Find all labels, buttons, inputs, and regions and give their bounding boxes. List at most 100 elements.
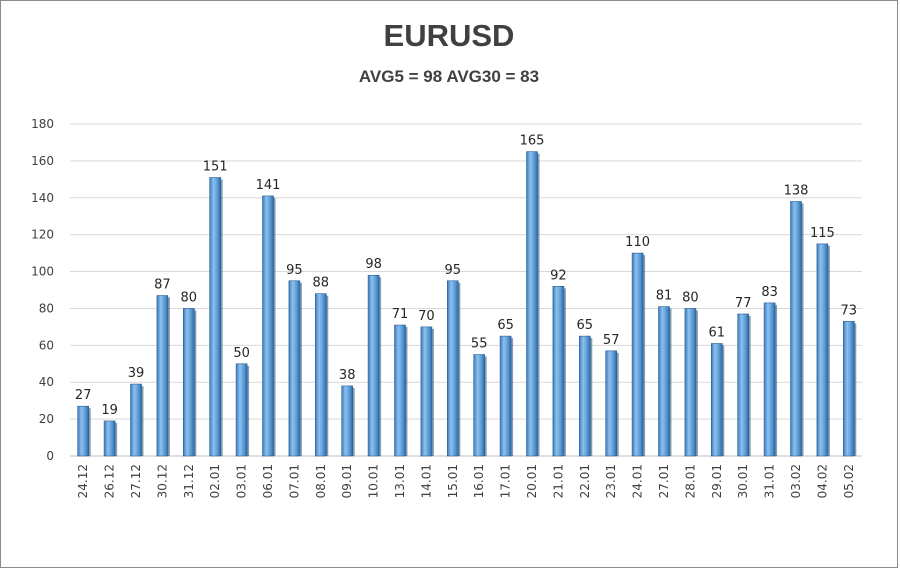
data-label: 83 bbox=[761, 285, 778, 300]
data-label: 98 bbox=[365, 257, 382, 272]
data-label: 65 bbox=[497, 318, 514, 333]
x-tick-label: 30.01 bbox=[736, 464, 750, 498]
bar-shadow bbox=[379, 277, 382, 456]
y-tick-label: 40 bbox=[39, 375, 54, 389]
x-tick-label: 09.01 bbox=[340, 464, 354, 498]
y-tick-label: 20 bbox=[39, 412, 54, 426]
bar-shadow bbox=[458, 282, 461, 456]
bar bbox=[658, 306, 670, 457]
bar-shadow bbox=[775, 304, 778, 456]
bar bbox=[499, 335, 512, 457]
bar-shadow bbox=[695, 310, 698, 456]
x-axis: 24.12 26.12 27.12 30.12 31.12 02.01 03.01 06.01… bbox=[76, 464, 856, 498]
x-tick-label: 03.01 bbox=[235, 464, 249, 498]
y-tick-label: 120 bbox=[31, 228, 54, 242]
bar-shadow bbox=[748, 315, 751, 456]
bar bbox=[341, 385, 354, 457]
bar bbox=[156, 295, 169, 457]
bar-shadow bbox=[669, 308, 672, 456]
x-tick-label: 17.01 bbox=[499, 464, 513, 498]
bar bbox=[420, 326, 433, 457]
bar bbox=[367, 274, 380, 457]
x-tick-label: 29.01 bbox=[710, 464, 724, 498]
y-tick-label: 0 bbox=[46, 449, 54, 463]
bar-shadow bbox=[141, 386, 144, 456]
x-tick-label: 31.01 bbox=[763, 464, 777, 498]
x-tick-label: 21.01 bbox=[551, 464, 565, 498]
data-label: 73 bbox=[841, 303, 858, 318]
x-tick-label: 14.01 bbox=[419, 464, 433, 498]
data-label: 55 bbox=[471, 337, 488, 352]
bar-shadow bbox=[220, 179, 223, 456]
data-label: 57 bbox=[603, 333, 620, 348]
data-label: 88 bbox=[313, 276, 330, 291]
data-label: 95 bbox=[445, 263, 462, 278]
x-tick-label: 27.01 bbox=[657, 464, 671, 498]
bar-shadow bbox=[115, 422, 118, 456]
bar-shadow bbox=[167, 297, 170, 456]
data-label: 61 bbox=[709, 325, 726, 340]
x-tick-label: 03.02 bbox=[789, 464, 803, 498]
x-tick-label: 13.01 bbox=[393, 464, 407, 498]
bar-shadow bbox=[511, 338, 514, 456]
x-tick-label: 24.12 bbox=[76, 464, 90, 498]
x-tick-label: 24.01 bbox=[631, 464, 645, 498]
y-tick-label: 180 bbox=[31, 117, 54, 131]
bar bbox=[77, 405, 89, 457]
x-tick-label: 07.01 bbox=[287, 464, 301, 498]
bar-shadow bbox=[247, 365, 250, 456]
x-tick-label: 06.01 bbox=[261, 464, 275, 498]
bar-shadow bbox=[827, 245, 830, 456]
chart-title: EURUSD bbox=[383, 18, 515, 53]
x-tick-label: 31.12 bbox=[182, 464, 196, 498]
data-label: 39 bbox=[128, 366, 145, 381]
bar-shadow bbox=[431, 328, 434, 456]
bar bbox=[209, 177, 221, 457]
x-tick-label: 28.01 bbox=[683, 464, 697, 498]
gridlines bbox=[70, 123, 862, 457]
bar-shadow bbox=[326, 295, 329, 456]
bar bbox=[262, 195, 274, 457]
bar bbox=[552, 286, 565, 457]
data-label: 110 bbox=[625, 235, 650, 250]
bar bbox=[605, 350, 618, 457]
data-label: 115 bbox=[810, 226, 835, 241]
bar-shadow bbox=[590, 338, 593, 456]
data-label: 19 bbox=[101, 403, 118, 418]
x-tick-label: 30.12 bbox=[155, 464, 169, 498]
bar-shadow bbox=[537, 153, 540, 456]
bar bbox=[235, 363, 248, 457]
data-label: 87 bbox=[154, 278, 171, 293]
bar-shadow bbox=[616, 352, 619, 456]
bar-shadow bbox=[484, 356, 487, 456]
bar bbox=[446, 280, 459, 457]
x-tick-label: 08.01 bbox=[314, 464, 328, 498]
bar bbox=[631, 252, 644, 457]
y-tick-label: 60 bbox=[39, 338, 54, 352]
bar-shadow bbox=[194, 310, 197, 456]
bar bbox=[816, 243, 829, 457]
chart-subtitle: AVG5 = 98 AVG30 = 83 bbox=[358, 67, 540, 86]
x-tick-label: 27.12 bbox=[129, 464, 143, 498]
x-tick-label: 05.02 bbox=[842, 464, 856, 498]
bar bbox=[684, 308, 697, 457]
bar bbox=[710, 343, 723, 457]
y-tick-label: 80 bbox=[39, 301, 54, 315]
bar-shadow bbox=[273, 197, 276, 456]
bar bbox=[473, 354, 486, 457]
data-label: 70 bbox=[418, 309, 435, 324]
bars: 27 19 39 87 80 151 50 141 95 88 38 98 71 70 95 55 65 165 9… bbox=[75, 134, 858, 457]
data-label: 80 bbox=[682, 290, 699, 305]
y-tick-label: 140 bbox=[31, 191, 54, 205]
x-tick-label: 16.01 bbox=[472, 464, 486, 498]
bar bbox=[314, 293, 327, 457]
bar bbox=[103, 420, 116, 457]
data-label: 165 bbox=[520, 134, 545, 149]
bar-shadow bbox=[643, 255, 646, 456]
bar bbox=[842, 321, 855, 457]
y-tick-label: 100 bbox=[31, 265, 54, 279]
x-tick-label: 10.01 bbox=[367, 464, 381, 498]
bar bbox=[526, 151, 538, 457]
data-label: 81 bbox=[656, 289, 673, 304]
bar bbox=[288, 280, 301, 457]
